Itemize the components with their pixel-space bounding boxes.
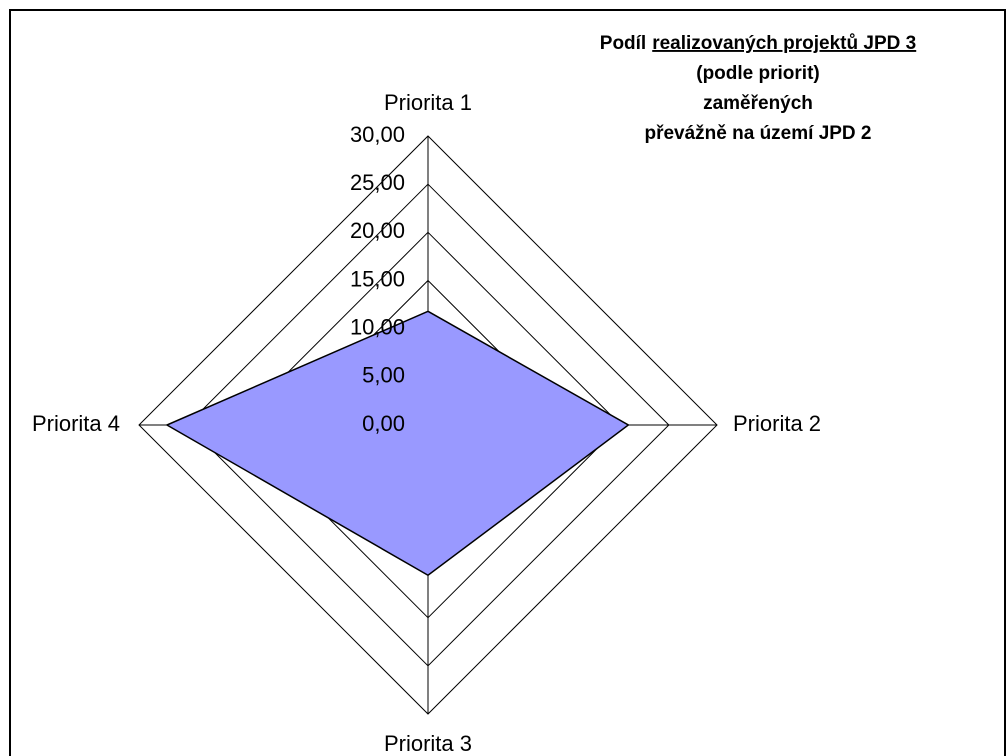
- title-line: převážně na území JPD 2: [644, 123, 871, 144]
- frame: [9, 9, 1006, 756]
- title-line: Podíl realizovaných projektů JPD 3: [600, 33, 916, 54]
- title-part: zaměřených: [703, 93, 813, 114]
- tick-label: 25,00: [350, 170, 405, 195]
- title-part: realizovaných projektů JPD 3: [652, 33, 916, 54]
- tick-label: 30,00: [350, 122, 405, 147]
- title-part: (podle priorit): [696, 63, 819, 84]
- radar-area: [165, 310, 630, 577]
- tick-label: 0,00: [362, 411, 405, 436]
- title: Podíl realizovaných projektů JPD 3 (podle …: [600, 33, 916, 144]
- category-label: Priorita 1: [384, 90, 472, 115]
- tick-label: 10,00: [350, 314, 405, 339]
- title-line: zaměřených: [703, 93, 813, 114]
- title-part: Podíl: [600, 33, 646, 54]
- title-line: (podle priorit): [696, 63, 819, 84]
- tick-label: 15,00: [350, 266, 405, 291]
- title-part: převážně na území JPD 2: [644, 123, 871, 144]
- series: [165, 310, 630, 577]
- category-label: Priorita 4: [32, 411, 120, 436]
- tick-label: 5,00: [362, 363, 405, 388]
- tick-label: 20,00: [350, 218, 405, 243]
- labels: 0,00 5,00 10,00 15,00 20,00 25,00 30,00 Priorit…: [32, 90, 821, 756]
- category-label: Priorita 2: [733, 411, 821, 436]
- category-label: Priorita 3: [384, 731, 472, 756]
